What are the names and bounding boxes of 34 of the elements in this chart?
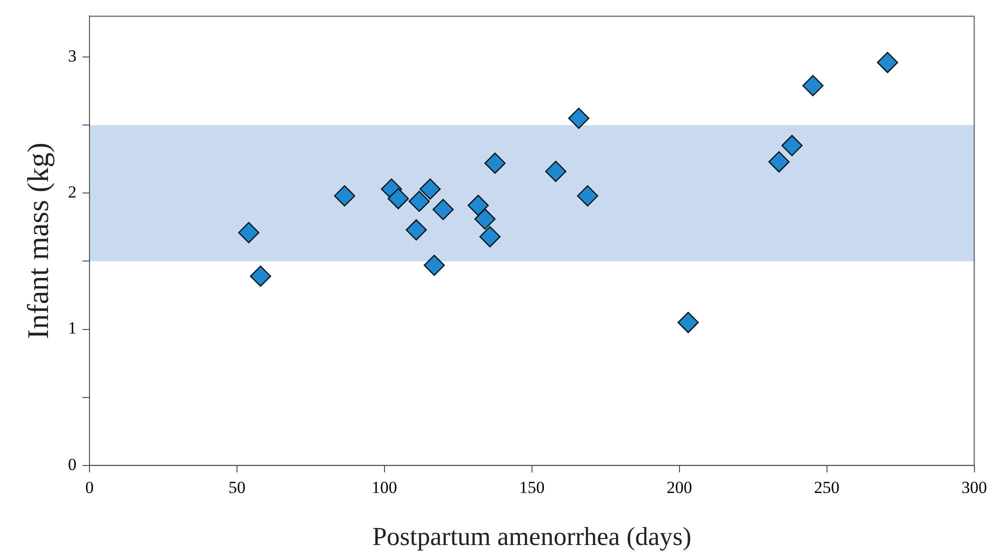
y-tick-label: 1 <box>68 318 76 338</box>
point <box>802 75 824 96</box>
y-tick-label: 3 <box>68 46 76 66</box>
point <box>420 178 441 200</box>
y-tick-label: 0 <box>68 454 76 474</box>
point <box>781 134 803 156</box>
x-tick-label: 0 <box>85 478 94 498</box>
x-tick-label: 200 <box>666 478 692 498</box>
point <box>388 188 409 210</box>
point <box>479 226 501 248</box>
point <box>250 266 272 287</box>
point <box>876 52 898 74</box>
point <box>678 312 699 334</box>
point <box>468 194 489 216</box>
point <box>408 190 430 212</box>
x-tick-label: 50 <box>228 478 246 498</box>
x-tick-label: 250 <box>814 478 840 498</box>
point <box>484 152 506 174</box>
point <box>406 219 427 241</box>
y-tick-label: 2 <box>68 182 76 202</box>
point <box>545 160 566 182</box>
point <box>334 185 356 206</box>
point <box>424 254 445 276</box>
point <box>432 198 454 220</box>
point <box>474 208 496 230</box>
x-tick-label: 150 <box>519 478 545 498</box>
point <box>238 222 260 244</box>
x-tick-label: 300 <box>962 478 987 498</box>
point <box>568 108 590 129</box>
point <box>768 151 790 172</box>
point <box>577 185 598 206</box>
y-axis-title: Infant mass (kg) <box>22 142 55 340</box>
x-tick-label: 100 <box>372 478 398 498</box>
x-axis-title: Postpartum amenorrhea (days) <box>372 522 692 552</box>
